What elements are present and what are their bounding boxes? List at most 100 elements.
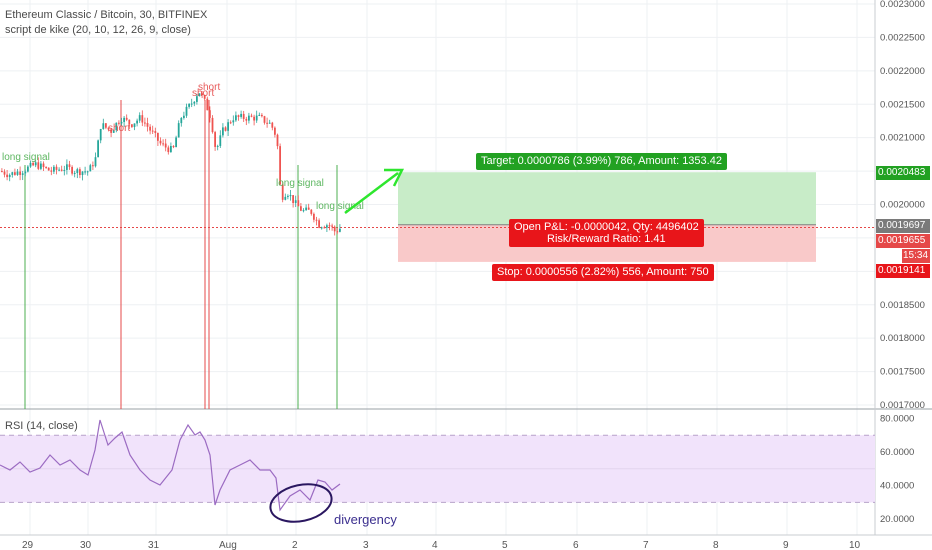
candle[interactable] xyxy=(183,115,185,118)
candle[interactable] xyxy=(185,106,188,116)
candle[interactable] xyxy=(107,127,110,130)
candle[interactable] xyxy=(146,122,149,127)
candle[interactable] xyxy=(71,166,73,174)
candle[interactable] xyxy=(37,162,40,169)
candle[interactable] xyxy=(19,171,21,175)
candle[interactable] xyxy=(232,120,235,123)
candle[interactable] xyxy=(138,115,141,121)
candle[interactable] xyxy=(227,122,229,131)
candle[interactable] xyxy=(50,170,53,172)
candle[interactable] xyxy=(136,120,138,124)
candle[interactable] xyxy=(196,96,198,102)
candle[interactable] xyxy=(53,166,55,172)
candle[interactable] xyxy=(190,103,193,105)
candle[interactable] xyxy=(76,169,79,173)
candle[interactable] xyxy=(268,122,271,124)
candle[interactable] xyxy=(112,130,115,133)
candle[interactable] xyxy=(79,169,81,176)
candle[interactable] xyxy=(320,227,323,229)
candle[interactable] xyxy=(216,145,219,147)
candle[interactable] xyxy=(151,130,154,132)
candle[interactable] xyxy=(42,163,45,167)
candle[interactable] xyxy=(16,171,19,175)
candle[interactable] xyxy=(219,135,222,146)
candle[interactable] xyxy=(336,231,339,233)
candle[interactable] xyxy=(209,110,211,118)
candle[interactable] xyxy=(229,122,232,124)
candle[interactable] xyxy=(3,171,6,175)
stop-label[interactable]: Stop: 0.0000556 (2.82%) 556, Amount: 750 xyxy=(492,264,714,281)
candle[interactable] xyxy=(125,117,128,120)
candle[interactable] xyxy=(258,114,261,116)
candle[interactable] xyxy=(224,127,227,131)
candle[interactable] xyxy=(331,225,333,227)
candle[interactable] xyxy=(167,147,170,153)
candle[interactable] xyxy=(287,195,289,197)
candle[interactable] xyxy=(203,95,206,99)
candle[interactable] xyxy=(102,123,105,129)
candle[interactable] xyxy=(105,123,107,128)
candle[interactable] xyxy=(333,226,336,232)
candle[interactable] xyxy=(89,165,92,172)
candle[interactable] xyxy=(159,140,162,144)
candle[interactable] xyxy=(261,114,263,117)
candle[interactable] xyxy=(300,206,302,211)
candle[interactable] xyxy=(58,169,60,171)
candle[interactable] xyxy=(222,127,224,136)
candle[interactable] xyxy=(255,115,258,121)
candle[interactable] xyxy=(21,173,24,175)
candle[interactable] xyxy=(198,93,201,97)
candle[interactable] xyxy=(242,113,245,119)
candle[interactable] xyxy=(248,115,250,121)
candle[interactable] xyxy=(45,166,47,168)
candle[interactable] xyxy=(68,164,71,167)
candle[interactable] xyxy=(245,118,248,121)
candle[interactable] xyxy=(110,129,112,133)
candle[interactable] xyxy=(206,98,209,111)
candle[interactable] xyxy=(302,210,305,212)
candle[interactable] xyxy=(162,143,164,145)
candle[interactable] xyxy=(115,122,118,131)
candle[interactable] xyxy=(307,207,310,210)
candle[interactable] xyxy=(279,146,281,185)
candle[interactable] xyxy=(144,122,146,124)
candle[interactable] xyxy=(318,220,320,228)
pnl-label[interactable]: Open P&L: -0.0000042, Qty: 4496402 Risk/… xyxy=(509,219,704,247)
candle[interactable] xyxy=(326,225,328,228)
candle[interactable] xyxy=(328,225,331,227)
candle[interactable] xyxy=(94,157,97,167)
candle[interactable] xyxy=(263,116,266,123)
candle[interactable] xyxy=(180,117,183,124)
candle[interactable] xyxy=(99,128,102,141)
candle[interactable] xyxy=(29,162,32,167)
candle[interactable] xyxy=(164,143,167,148)
candle[interactable] xyxy=(11,172,14,175)
candle[interactable] xyxy=(305,207,307,211)
candle[interactable] xyxy=(6,174,8,178)
candle[interactable] xyxy=(201,93,203,96)
candle[interactable] xyxy=(118,122,120,124)
candle[interactable] xyxy=(86,171,89,173)
candle[interactable] xyxy=(73,172,76,174)
candle[interactable] xyxy=(294,200,297,204)
candle[interactable] xyxy=(92,165,94,167)
candle[interactable] xyxy=(47,167,50,171)
candle[interactable] xyxy=(214,132,216,147)
candle[interactable] xyxy=(81,171,84,176)
candle[interactable] xyxy=(120,121,123,124)
candle[interactable] xyxy=(55,166,58,170)
candle[interactable] xyxy=(276,134,279,147)
candle[interactable] xyxy=(170,145,172,153)
candle[interactable] xyxy=(27,166,29,172)
candle[interactable] xyxy=(34,162,37,166)
candle[interactable] xyxy=(123,117,125,122)
target-label[interactable]: Target: 0.0000786 (3.99%) 786, Amount: 1… xyxy=(476,153,727,170)
candle[interactable] xyxy=(1,171,3,173)
candle[interactable] xyxy=(133,123,136,127)
candle[interactable] xyxy=(339,228,341,232)
candle[interactable] xyxy=(323,227,326,229)
candle[interactable] xyxy=(63,169,66,171)
candle[interactable] xyxy=(24,171,27,174)
candle[interactable] xyxy=(14,172,16,175)
